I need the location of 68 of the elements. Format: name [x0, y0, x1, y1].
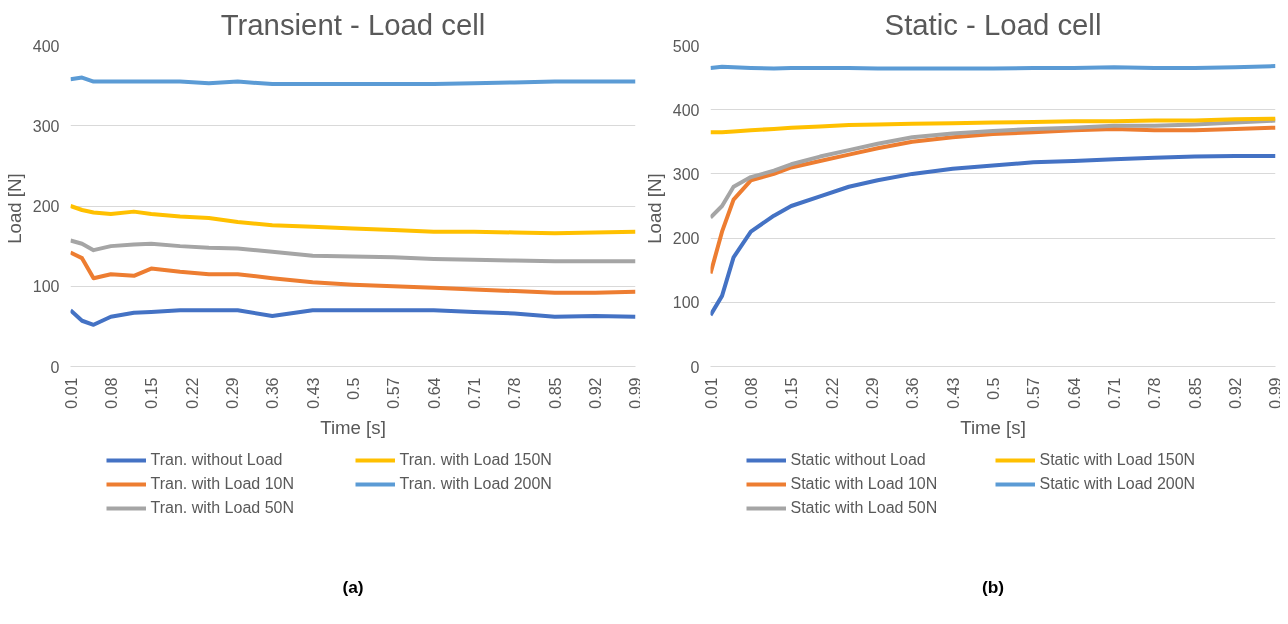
x-tick-label: 0.99	[626, 377, 644, 409]
x-tick-label: 0.36	[904, 377, 922, 409]
x-tick-label: 0.92	[1227, 377, 1245, 409]
y-tick-label: 400	[672, 101, 700, 119]
legend-label: Static with Load 150N	[1039, 451, 1197, 469]
legend-label: Static with Load 50N	[790, 499, 939, 517]
x-tick-label: 0.15	[783, 377, 801, 409]
text: (b)	[981, 576, 1005, 597]
x-tick-label: 0.22	[823, 377, 841, 409]
x-tick-label: 0.71	[466, 377, 484, 409]
x-tick-label: 0.92	[587, 377, 605, 409]
legend-label: Tran. with Load 50N	[150, 499, 295, 517]
legend-label: Static with Load 200N	[1039, 475, 1197, 493]
line-series	[70, 238, 636, 264]
y-tick-label: 300	[672, 165, 700, 183]
x-tick-label: 0.85	[1186, 377, 1204, 409]
y-tick-label: 200	[32, 198, 60, 215]
legend-label: Static without Load	[790, 451, 927, 469]
chart-title: Transient - Load cell	[220, 7, 486, 41]
y-tick-label: 200	[672, 230, 700, 248]
legend-label: Static with Load 10N	[790, 475, 939, 493]
y-tick-label: 100	[32, 278, 60, 296]
line-series	[710, 153, 1276, 318]
x-tick-label: 0.15	[143, 377, 161, 409]
y-tick-label: 0	[690, 358, 700, 376]
x-tick-label: 0.64	[1065, 377, 1083, 409]
chart-title: Static - Load cell	[884, 7, 1102, 41]
x-tick-label: 0.5	[345, 377, 362, 400]
text: (a)	[342, 576, 364, 597]
x-tick-label: 0.36	[264, 377, 282, 409]
line-series	[710, 125, 1276, 276]
x-tick-label: 0.08	[742, 377, 760, 409]
x-axis-title: Time [s]	[320, 416, 386, 438]
legend-label: Tran. with Load 10N	[150, 475, 295, 493]
x-tick-label: 0.57	[1025, 377, 1043, 409]
x-tick-label: 0.64	[425, 377, 443, 409]
x-tick-label: 0.29	[863, 377, 881, 409]
x-tick-label: 0.57	[385, 377, 403, 409]
x-axis-title: Time [s]	[960, 416, 1026, 438]
x-tick-label: 0.99	[1266, 377, 1284, 409]
x-tick-label: 0.43	[304, 377, 322, 409]
x-tick-label: 0.08	[102, 377, 120, 409]
y-tick-label: 500	[672, 37, 700, 55]
x-tick-label: 0.85	[546, 377, 564, 409]
line-series	[710, 116, 1276, 135]
x-tick-label: 0.78	[1146, 377, 1164, 409]
legend-label: Tran. without Load	[150, 451, 284, 469]
line-series	[710, 118, 1276, 220]
line-series	[70, 308, 636, 327]
line-series	[70, 250, 636, 295]
x-tick-label: 0.78	[506, 377, 524, 409]
x-tick-label: 0.01	[702, 377, 720, 409]
x-tick-label: 0.22	[183, 377, 201, 409]
y-tick-label: 300	[32, 117, 60, 135]
y-axis-title: Load [N]	[643, 173, 665, 244]
x-tick-label: 0.71	[1106, 377, 1124, 409]
y-tick-label: 0	[50, 358, 60, 376]
line-series	[70, 204, 636, 236]
line-series	[70, 75, 636, 87]
legend-label: Tran. with Load 200N	[399, 475, 553, 493]
y-tick-label: 400	[32, 37, 60, 55]
x-tick-label: 0.29	[223, 377, 241, 409]
y-axis-title: Load [N]	[3, 173, 25, 244]
x-tick-label: 0.43	[944, 377, 962, 409]
x-tick-label: 0.01	[62, 377, 80, 409]
legend-label: Tran. with Load 150N	[399, 451, 553, 469]
x-tick-label: 0.5	[985, 377, 1002, 400]
y-tick-label: 100	[672, 294, 700, 312]
